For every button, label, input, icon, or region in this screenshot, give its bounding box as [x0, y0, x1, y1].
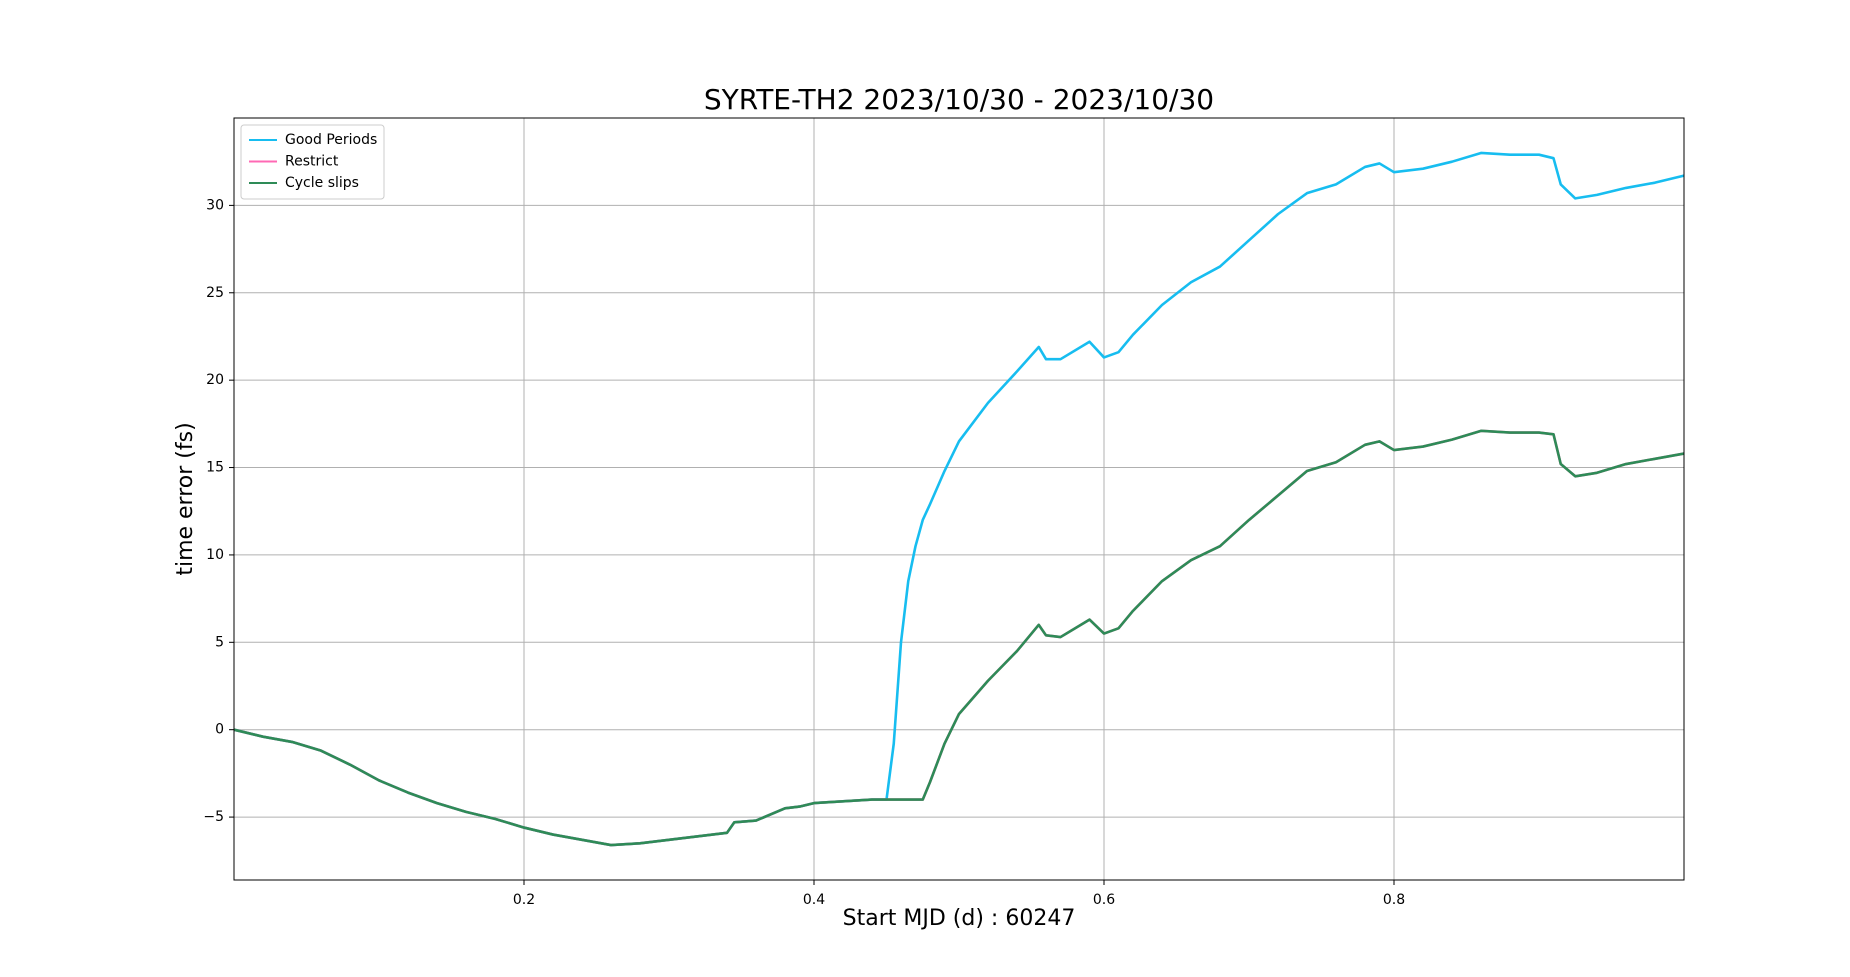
y-tick-label: 25 — [206, 285, 224, 301]
legend: Good Periods Restrict Cycle slips — [240, 124, 385, 200]
chart-title: SYRTE-TH2 2023/10/30 - 2023/10/30 — [704, 83, 1214, 116]
legend-label: Restrict — [285, 154, 339, 170]
y-tick-label: −5 — [203, 809, 224, 825]
y-tick-label: 30 — [206, 197, 224, 213]
legend-label: Good Periods — [285, 132, 377, 148]
y-axis-label: time error (fs) — [173, 422, 198, 575]
x-tick-label: 0.8 — [1383, 892, 1405, 908]
series-line — [233, 151, 1685, 847]
x-tick-label: 0.2 — [513, 892, 535, 908]
series-line — [233, 429, 1685, 847]
y-tick-label: 0 — [215, 722, 224, 738]
y-tick-label: 10 — [206, 547, 224, 563]
legend-box — [240, 124, 385, 200]
x-axis-label: Start MJD (d) : 60247 — [843, 906, 1076, 931]
y-tick-label: 15 — [206, 460, 224, 476]
x-tick-label: 0.6 — [1093, 892, 1115, 908]
series-line — [233, 429, 1685, 847]
y-tick-label: 20 — [206, 372, 224, 388]
legend-label: Cycle slips — [285, 175, 359, 191]
x-tick-label: 0.4 — [803, 892, 825, 908]
y-tick-label: 5 — [215, 634, 224, 650]
plot-frame — [233, 117, 1685, 881]
